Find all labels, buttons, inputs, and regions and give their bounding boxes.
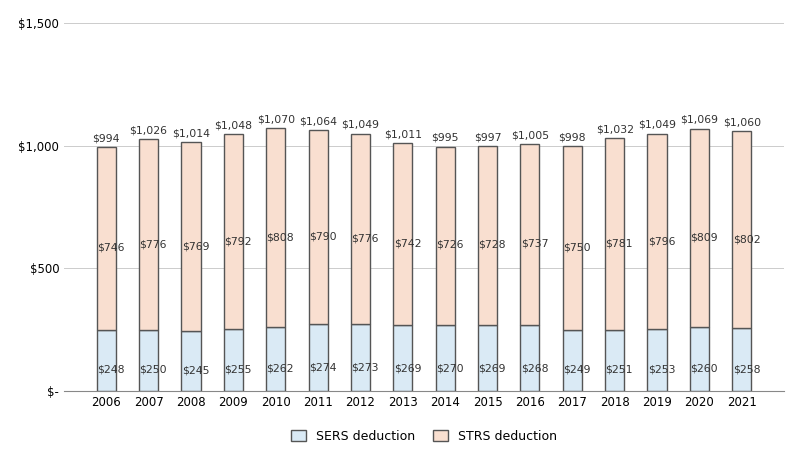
Text: $1,049: $1,049 — [638, 120, 676, 130]
Bar — [605, 138, 624, 329]
Text: $260: $260 — [690, 364, 718, 374]
Text: $269: $269 — [478, 363, 506, 373]
Text: $249: $249 — [563, 365, 590, 375]
Text: $253: $253 — [648, 364, 675, 374]
Bar — [562, 146, 582, 330]
Text: $750: $750 — [563, 242, 590, 252]
Text: $994: $994 — [93, 133, 120, 143]
Bar — [562, 330, 582, 391]
Text: $1,048: $1,048 — [214, 121, 252, 131]
Text: $802: $802 — [733, 234, 760, 244]
Bar — [690, 129, 709, 328]
Bar — [351, 324, 370, 391]
Text: $274: $274 — [309, 363, 337, 373]
Text: $790: $790 — [309, 232, 337, 242]
Text: $776: $776 — [351, 233, 379, 243]
Text: $251: $251 — [606, 365, 633, 375]
Bar — [732, 328, 751, 391]
Bar — [478, 147, 497, 325]
Bar — [647, 329, 666, 391]
Text: $776: $776 — [139, 239, 167, 249]
Text: $1,032: $1,032 — [596, 124, 634, 134]
Text: $250: $250 — [139, 365, 167, 375]
Text: $742: $742 — [394, 238, 422, 248]
Bar — [97, 330, 116, 391]
Text: $270: $270 — [436, 363, 464, 373]
Text: $809: $809 — [690, 233, 718, 243]
Text: $781: $781 — [606, 238, 633, 248]
Text: $746: $746 — [97, 243, 125, 253]
Bar — [605, 329, 624, 391]
Legend: SERS deduction, STRS deduction: SERS deduction, STRS deduction — [286, 425, 562, 448]
Text: $245: $245 — [182, 365, 210, 375]
Bar — [97, 147, 116, 330]
Bar — [732, 131, 751, 328]
Text: $1,014: $1,014 — [172, 128, 210, 138]
Text: $1,049: $1,049 — [342, 120, 379, 130]
Text: $1,069: $1,069 — [680, 115, 718, 125]
Bar — [394, 143, 412, 325]
Text: $273: $273 — [351, 363, 379, 373]
Text: $1,064: $1,064 — [299, 116, 337, 126]
Text: $769: $769 — [182, 241, 210, 251]
Text: $998: $998 — [558, 132, 586, 142]
Text: $255: $255 — [224, 364, 252, 374]
Text: $792: $792 — [224, 236, 252, 246]
Bar — [478, 325, 497, 391]
Text: $248: $248 — [97, 365, 125, 375]
Text: $737: $737 — [521, 239, 548, 249]
Bar — [647, 134, 666, 329]
Text: $1,060: $1,060 — [722, 117, 761, 127]
Bar — [690, 328, 709, 391]
Text: $1,026: $1,026 — [130, 126, 168, 136]
Text: $268: $268 — [521, 363, 548, 373]
Bar — [139, 139, 158, 330]
Text: $796: $796 — [648, 236, 675, 246]
Bar — [351, 134, 370, 324]
Bar — [182, 142, 201, 331]
Text: $1,005: $1,005 — [511, 131, 549, 141]
Bar — [309, 324, 328, 391]
Text: $995: $995 — [431, 133, 459, 143]
Text: $726: $726 — [436, 240, 463, 250]
Text: $808: $808 — [266, 233, 294, 243]
Bar — [182, 331, 201, 391]
Bar — [520, 144, 539, 325]
Bar — [266, 327, 286, 391]
Bar — [436, 325, 454, 391]
Bar — [224, 134, 243, 329]
Text: $258: $258 — [733, 364, 760, 374]
Text: $1,070: $1,070 — [257, 115, 294, 125]
Bar — [309, 130, 328, 324]
Bar — [436, 147, 454, 325]
Text: $728: $728 — [478, 240, 506, 250]
Text: $262: $262 — [266, 364, 294, 374]
Text: $1,011: $1,011 — [384, 129, 422, 139]
Bar — [394, 325, 412, 391]
Text: $997: $997 — [474, 133, 502, 143]
Bar — [520, 325, 539, 391]
Text: $269: $269 — [394, 363, 422, 373]
Bar — [224, 329, 243, 391]
Bar — [266, 128, 286, 327]
Bar — [139, 330, 158, 391]
